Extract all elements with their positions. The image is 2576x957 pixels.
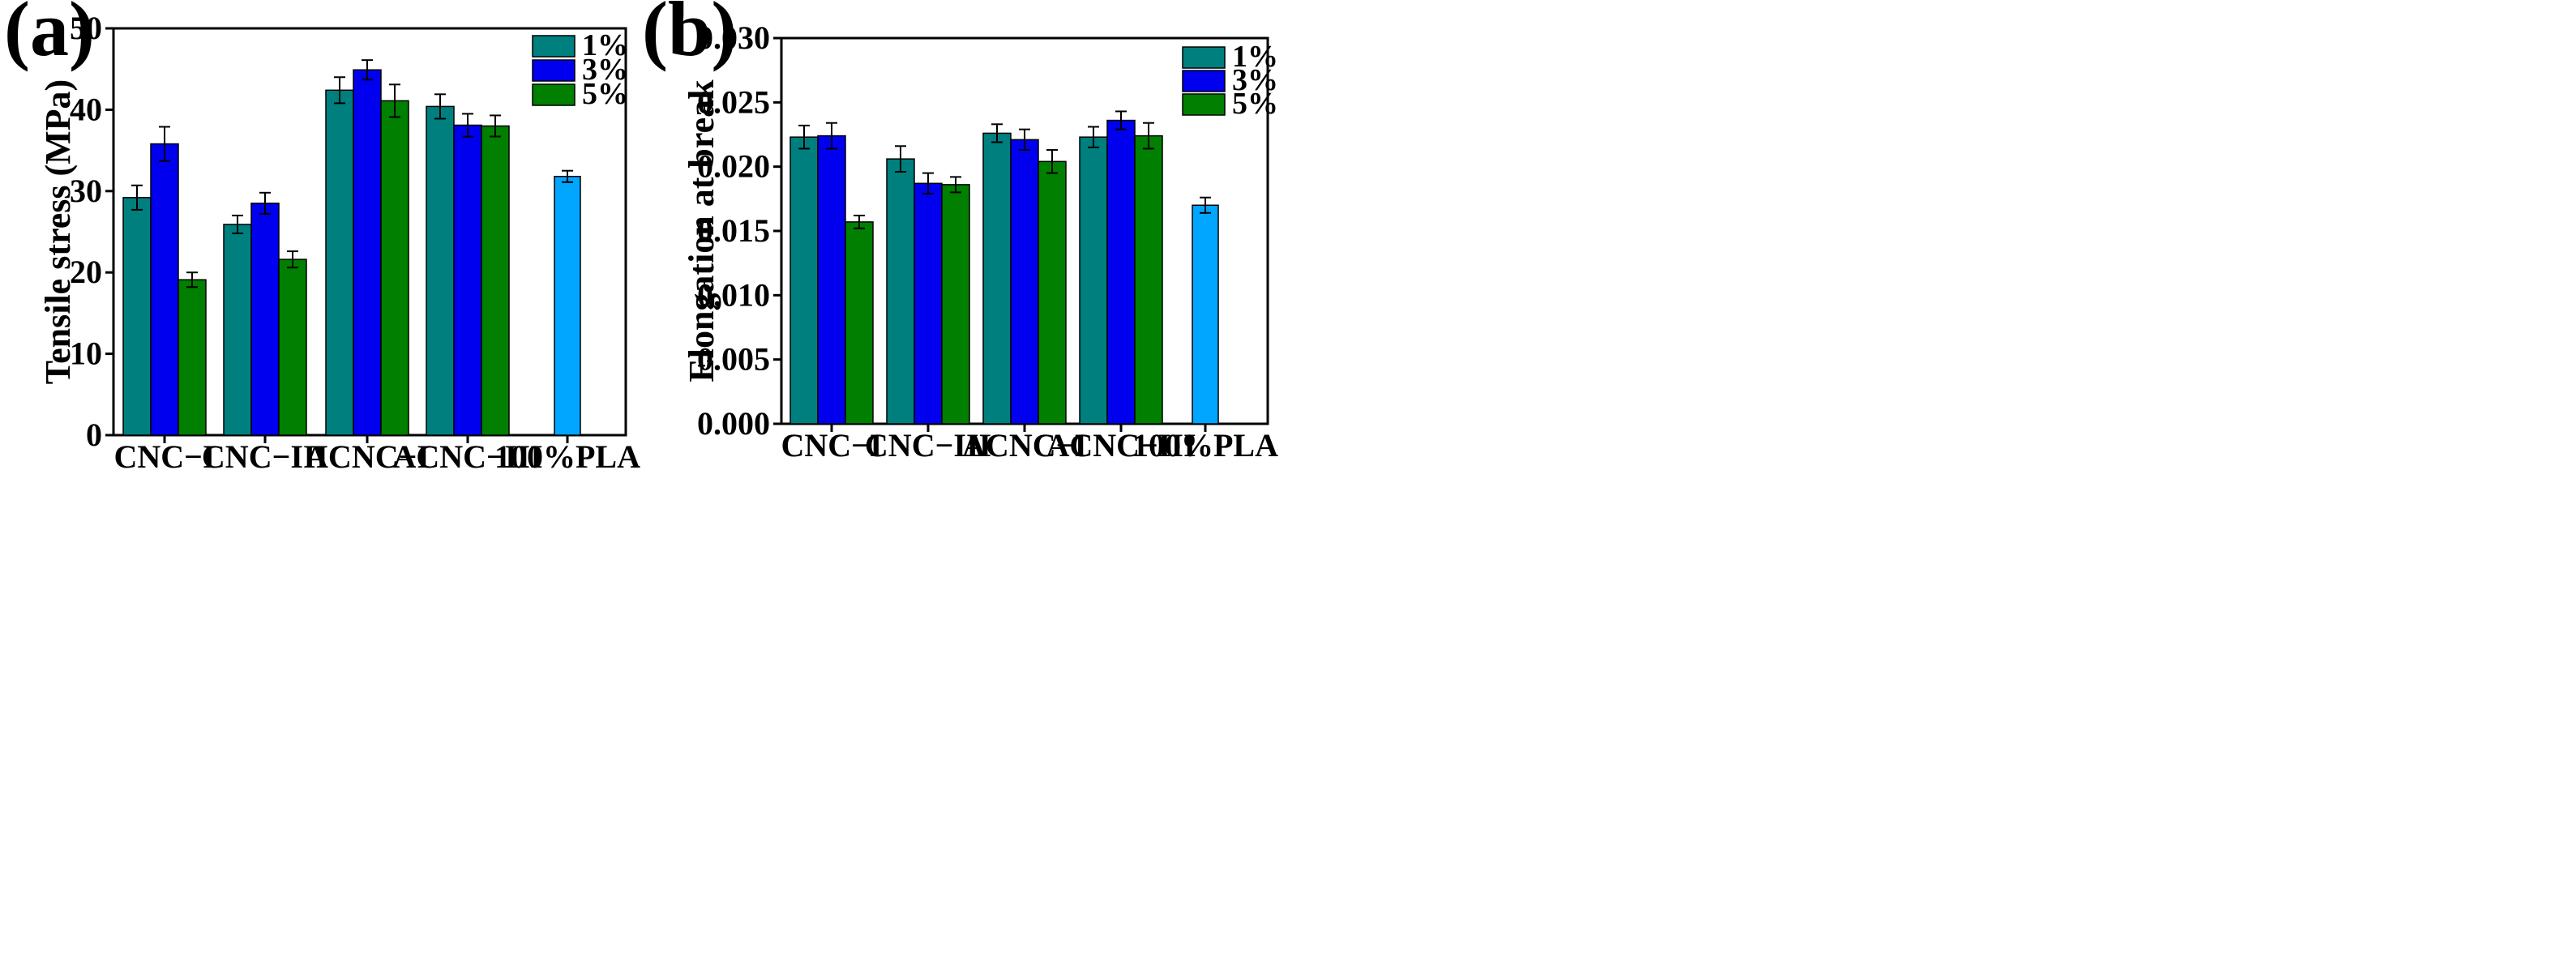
y-tick-label: 0.030 bbox=[697, 19, 770, 56]
x-tick-label: 100%PLA bbox=[494, 438, 640, 475]
panel-b: (b) 0.000 0.005 0.010 0.015 0.020 0.025 0.030 El… bbox=[642, 0, 1278, 464]
y-tick-label: 0.000 bbox=[697, 405, 770, 442]
bar-3pct bbox=[353, 69, 382, 436]
legend-label: 1% bbox=[582, 28, 628, 62]
bar-1pct bbox=[1079, 136, 1108, 425]
x-tick-label: ACNC−I bbox=[305, 438, 430, 475]
legend-swatch bbox=[1182, 70, 1226, 92]
panel-label: (b) bbox=[642, 0, 737, 72]
x-tick-label: CNC−III bbox=[865, 427, 991, 464]
legend-label: 5% bbox=[582, 77, 628, 111]
bar-3pct bbox=[1106, 119, 1136, 425]
legend: 1%3%5% bbox=[532, 28, 628, 111]
bar-1pct bbox=[886, 158, 915, 425]
bar-pla bbox=[1192, 204, 1219, 425]
bar-1pct bbox=[982, 132, 1012, 425]
bar-1pct bbox=[426, 105, 455, 436]
x-tick-label: CNC−I bbox=[113, 438, 215, 475]
x-tick-label: ACNC−III bbox=[392, 438, 542, 475]
y-tick-label: 0.020 bbox=[697, 148, 770, 185]
panel-a: (a) 0 10 20 30 40 50 Tensile stress (MPa) CNC−IC… bbox=[4, 0, 640, 475]
bar-3pct bbox=[150, 143, 179, 436]
y-tick-label: 10 bbox=[70, 335, 102, 372]
legend-label: 1% bbox=[1232, 40, 1278, 74]
bar-5pct bbox=[380, 100, 409, 436]
bar-3pct bbox=[914, 182, 943, 425]
y-tick-label: 0.025 bbox=[697, 83, 770, 120]
bar-5pct bbox=[941, 184, 970, 425]
y-tick-label: 20 bbox=[70, 254, 102, 290]
bar-1pct bbox=[122, 197, 152, 436]
legend-swatch bbox=[532, 35, 576, 58]
x-tick-label: CNC−I bbox=[781, 427, 882, 464]
y-tick-label: 0.010 bbox=[697, 276, 770, 313]
bar-3pct bbox=[817, 135, 846, 425]
x-tick-label: ACNC−I bbox=[962, 427, 1087, 464]
panel-label: (a) bbox=[4, 0, 95, 72]
legend: 1%3%5% bbox=[1182, 40, 1278, 121]
bar-1pct bbox=[325, 89, 354, 436]
y-tick-label: 50 bbox=[70, 10, 102, 46]
bar-5pct bbox=[845, 221, 874, 425]
bar-5pct bbox=[178, 279, 207, 436]
y-tick-label: 0.005 bbox=[697, 341, 770, 378]
y-axis-title: Elongation at break bbox=[682, 79, 721, 382]
legend-label: 5% bbox=[1232, 87, 1278, 121]
legend-swatch bbox=[532, 83, 576, 106]
bar-pla bbox=[554, 175, 581, 436]
y-tick-label: 0 bbox=[86, 417, 102, 453]
x-tick-label: ACNC−III bbox=[1046, 427, 1196, 464]
bar-3pct bbox=[1010, 139, 1039, 425]
y-tick-label: 30 bbox=[70, 173, 102, 209]
bar-5pct bbox=[1038, 160, 1067, 425]
y-axis-title: Tensile stress (MPa) bbox=[38, 79, 78, 384]
legend-swatch bbox=[1182, 46, 1226, 69]
legend-swatch bbox=[532, 59, 576, 82]
y-tick-label: 0.015 bbox=[697, 212, 770, 249]
bar-5pct bbox=[278, 258, 307, 436]
bar-5pct bbox=[481, 125, 510, 436]
legend-label: 3% bbox=[1232, 63, 1278, 97]
bar-3pct bbox=[453, 124, 482, 436]
legend-swatch bbox=[1182, 93, 1226, 116]
bar-3pct bbox=[250, 203, 280, 436]
x-tick-label: 100%PLA bbox=[1132, 427, 1278, 464]
bar-1pct bbox=[789, 136, 819, 425]
bar-1pct bbox=[223, 224, 252, 436]
x-tick-label: CNC−III bbox=[202, 438, 328, 475]
y-tick-label: 40 bbox=[70, 91, 102, 127]
bar-5pct bbox=[1134, 135, 1163, 425]
legend-label: 3% bbox=[582, 53, 628, 87]
